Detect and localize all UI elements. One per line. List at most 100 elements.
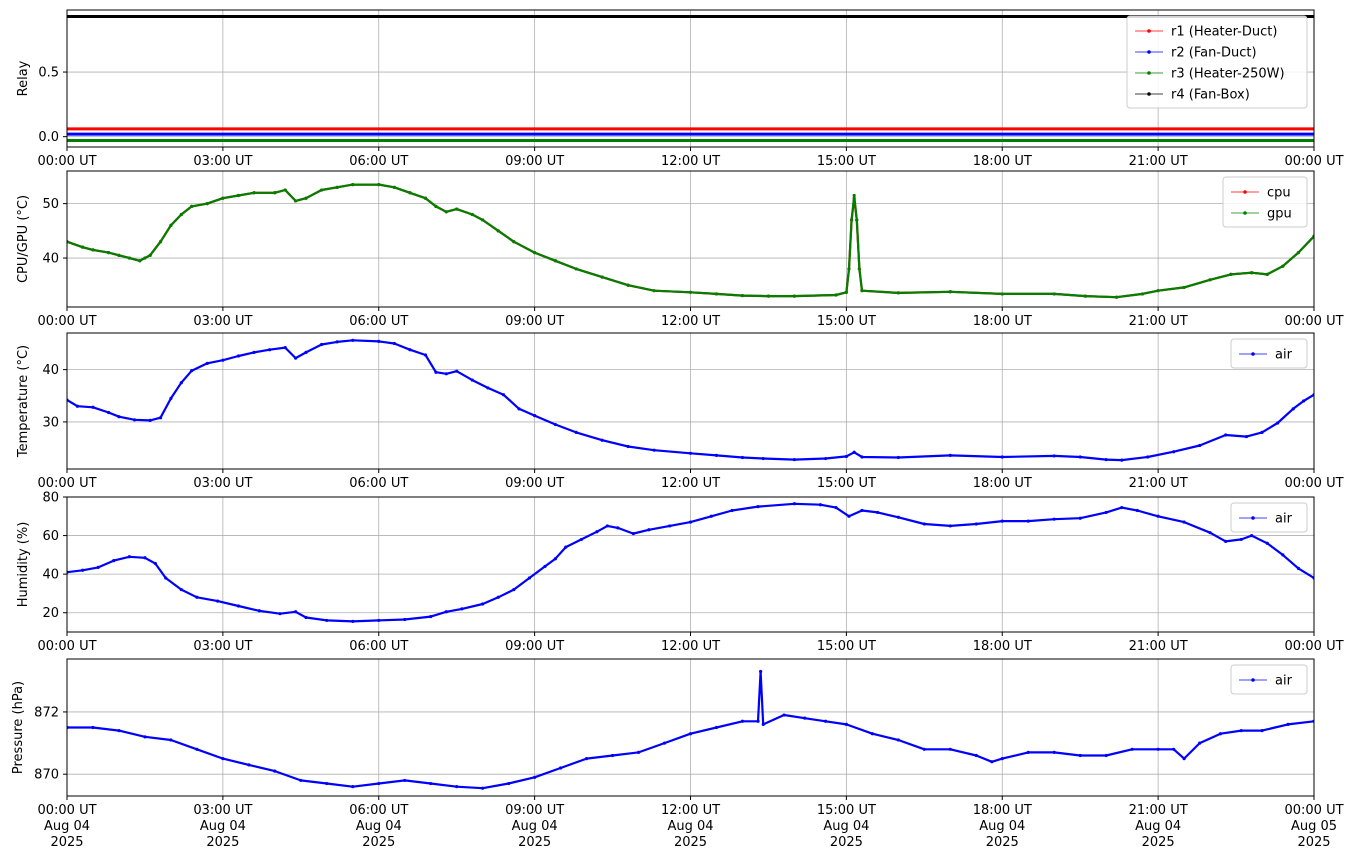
data-point	[631, 532, 635, 536]
data-point	[803, 716, 807, 720]
x-tick-label: 21:00 UT	[1129, 314, 1188, 329]
data-point	[1000, 455, 1004, 459]
x-tick-date-label: Aug 04	[356, 819, 402, 834]
data-point	[761, 456, 765, 461]
x-tick-year-label: 2025	[50, 835, 83, 850]
data-point	[847, 267, 851, 271]
data-point	[1291, 407, 1295, 411]
x-tick-label: 18:00 UT	[973, 476, 1032, 491]
data-point	[96, 565, 100, 569]
data-point	[91, 725, 95, 730]
y-tick-label: 40	[42, 568, 59, 583]
data-point	[605, 524, 609, 528]
y-axis-label: Humidity (%)	[16, 522, 31, 608]
data-point	[1224, 539, 1228, 543]
data-point	[455, 369, 459, 373]
data-point	[1302, 399, 1306, 403]
data-point	[553, 422, 558, 427]
data-point	[616, 526, 620, 530]
x-tick-label: 03:00 UT	[193, 314, 252, 329]
data-point	[1281, 553, 1285, 557]
data-point	[852, 450, 856, 454]
x-tick-year-label: 2025	[362, 835, 395, 850]
y-tick-label: 50	[42, 197, 59, 212]
x-tick-date-label: Aug 04	[512, 819, 558, 834]
data-point	[860, 455, 864, 459]
data-point	[844, 454, 848, 459]
data-point	[759, 669, 763, 674]
x-tick-label: 18:00 UT	[973, 803, 1032, 818]
data-point	[351, 619, 355, 623]
x-tick-label: 09:00 UT	[505, 639, 564, 654]
data-point	[668, 524, 672, 528]
data-point	[834, 293, 838, 297]
data-point	[626, 283, 630, 287]
panel-3: 00:00 UT 03:00 UT 06:00 UT 09:00 UT 12:00 UT…	[16, 332, 1344, 491]
legend-label: air	[1275, 674, 1293, 689]
data-point	[870, 732, 874, 736]
data-point	[1052, 517, 1056, 521]
data-point	[377, 618, 381, 623]
legend-swatch-marker	[1147, 50, 1151, 54]
data-point	[517, 407, 521, 411]
x-tick-date-label: Aug 05	[1291, 819, 1337, 834]
data-point	[1026, 750, 1030, 755]
data-point	[849, 218, 854, 222]
data-point	[481, 786, 485, 790]
x-tick-label: 09:00 UT	[505, 803, 564, 818]
data-point	[766, 294, 771, 298]
legend-swatch-marker	[1251, 678, 1255, 682]
data-point	[1250, 271, 1254, 275]
data-point	[1250, 533, 1254, 538]
data-point	[1140, 292, 1145, 296]
data-point	[1198, 741, 1202, 745]
data-point	[1182, 520, 1186, 524]
x-tick-label: 12:00 UT	[661, 476, 720, 491]
x-tick-label: 12:00 UT	[661, 314, 720, 329]
x-tick-date-label: Aug 04	[1135, 819, 1181, 834]
series-line-air	[67, 502, 1314, 623]
data-point	[709, 514, 713, 518]
series-group	[67, 669, 1314, 790]
legend-box	[1222, 176, 1308, 228]
data-point	[1296, 566, 1301, 570]
data-point	[1208, 278, 1212, 282]
legend-label: r2 (Fan-Duct)	[1171, 46, 1257, 61]
y-tick-label: 872	[34, 705, 59, 720]
data-point	[1229, 272, 1233, 276]
series-group	[67, 15, 1314, 142]
data-point	[377, 339, 381, 343]
data-point	[1172, 747, 1176, 751]
data-point	[756, 505, 760, 509]
data-point	[294, 199, 298, 203]
data-point	[1052, 454, 1056, 458]
data-point	[221, 196, 225, 200]
legend-swatch-marker	[1147, 92, 1151, 96]
legend: air	[1230, 664, 1308, 695]
legend: air	[1230, 502, 1308, 533]
data-point	[106, 251, 111, 255]
legend-box	[1126, 15, 1308, 109]
data-point	[559, 766, 563, 770]
data-point	[714, 292, 719, 296]
data-point	[652, 289, 656, 293]
data-point	[1078, 455, 1082, 459]
data-point	[1208, 531, 1212, 535]
data-point	[408, 191, 412, 195]
data-point	[579, 537, 583, 542]
data-point	[252, 350, 256, 354]
data-point	[860, 508, 864, 513]
x-tick-label: 21:00 UT	[1129, 639, 1188, 654]
data-point	[974, 522, 978, 526]
data-point	[486, 386, 490, 390]
data-point	[714, 453, 719, 457]
data-point	[117, 415, 121, 419]
x-tick-label: 06:00 UT	[349, 803, 408, 818]
data-point	[1296, 251, 1301, 255]
x-tick-label: 00:00 UT	[37, 154, 96, 169]
data-point	[325, 618, 329, 623]
data-point	[91, 405, 95, 409]
data-point	[455, 207, 459, 211]
